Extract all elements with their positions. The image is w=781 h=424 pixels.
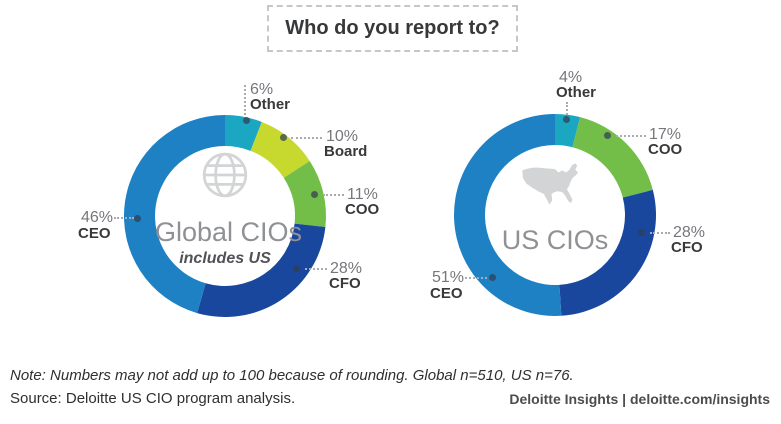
callout-pct: 46% xyxy=(81,209,114,226)
leader-line xyxy=(323,194,344,196)
callout-pct: 4% xyxy=(559,69,583,86)
callout-pct: 51% xyxy=(432,269,465,286)
callout-pct: 10% xyxy=(326,128,359,145)
callout-label: Board xyxy=(324,143,368,160)
donut-segment-coo xyxy=(572,117,653,198)
donut-segment-ceo xyxy=(453,114,562,316)
donut-segment-board xyxy=(250,121,310,178)
segment-dot xyxy=(293,265,300,272)
globe-icon xyxy=(202,152,248,198)
chart-title-box: Who do you report to? xyxy=(267,5,518,52)
segment-dot xyxy=(134,215,141,222)
segment-dot xyxy=(604,132,611,139)
callout-pct: 11% xyxy=(347,186,378,203)
us-map-icon xyxy=(522,163,578,205)
note-text: Note: Numbers may not add up to 100 beca… xyxy=(10,367,574,384)
leader-line xyxy=(616,135,646,137)
donut-segment-coo xyxy=(283,161,326,227)
leader-line xyxy=(305,268,327,270)
leader-line xyxy=(291,137,322,139)
donut-segment-cfo xyxy=(559,189,657,316)
donut-center-us: US CIOs xyxy=(485,162,625,255)
callout-label: COO xyxy=(345,201,380,218)
donut-subtitle-global: includes US xyxy=(179,250,271,267)
donut-segment-other xyxy=(225,115,262,151)
callout-label: CEO xyxy=(78,225,111,242)
donut-segment-ceo xyxy=(123,115,225,314)
segment-dot xyxy=(243,117,250,124)
callout-label: Other xyxy=(556,84,597,101)
leader-line xyxy=(244,85,246,115)
donut-chart-us xyxy=(453,114,657,316)
callout-label: CFO xyxy=(329,275,361,292)
donut-center-global: Global CIOs includes US xyxy=(155,150,303,268)
segment-dot xyxy=(280,134,287,141)
chart-title: Who do you report to? xyxy=(285,17,500,39)
donut-chart-global xyxy=(123,115,326,318)
segment-dot xyxy=(311,191,318,198)
segment-dot xyxy=(638,229,645,236)
leader-line xyxy=(650,232,670,234)
segment-dot xyxy=(563,116,570,123)
donut-title-us: US CIOs xyxy=(501,225,609,255)
callout-pct: 28% xyxy=(330,260,363,277)
callout-label: CFO xyxy=(671,239,703,256)
callout-label: Other xyxy=(250,96,291,113)
donut-title-global: Global CIOs xyxy=(155,217,303,247)
source-text: Source: Deloitte US CIO program analysis… xyxy=(10,390,296,407)
leader-line xyxy=(566,102,568,115)
callout-pct: 28% xyxy=(673,224,706,241)
leader-line xyxy=(114,217,134,219)
donut-segment-other xyxy=(555,114,581,148)
callout-label: CEO xyxy=(430,285,463,302)
segment-dot xyxy=(489,274,496,281)
brand-text: Deloitte Insights | deloitte.com/insight… xyxy=(509,391,770,407)
leader-line xyxy=(465,277,487,279)
donut-segment-cfo xyxy=(197,223,326,318)
callout-pct: 6% xyxy=(250,81,274,98)
callout-pct: 17% xyxy=(649,126,682,143)
callout-label: COO xyxy=(648,141,683,158)
